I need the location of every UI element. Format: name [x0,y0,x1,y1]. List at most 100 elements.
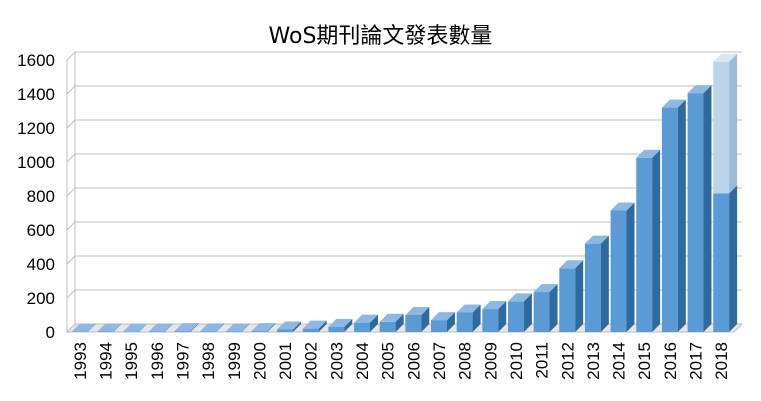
bar-front [661,107,678,332]
projected-bar-front [713,61,730,194]
bar-front [687,93,704,333]
bar-front [507,301,524,332]
x-tick-label: 2015 [635,342,654,380]
bar-top [507,293,532,302]
x-tick-label: 2001 [276,342,295,380]
y-tick-label: 200 [27,289,55,308]
x-tick-label: 2017 [687,342,706,380]
x-tick-label: 2016 [661,342,680,380]
bar-top [302,320,327,329]
gridline-depth [66,51,76,61]
bar-top [456,304,481,313]
x-tick-label: 2012 [558,342,577,380]
bar-side [369,314,378,332]
bar-top [533,284,558,293]
x-tick-label: 2014 [610,342,629,380]
bar-side [113,323,122,332]
bar-side [472,304,481,332]
bar-front [533,292,550,332]
x-tick-label: 1998 [199,342,218,380]
bar-side [318,320,327,332]
bar-side [139,323,148,332]
bar-top [661,99,686,108]
x-tick-label: 1996 [148,342,167,380]
bar-side [652,149,661,332]
x-tick-label: 1995 [122,342,141,380]
bar-front [456,312,473,332]
bar-side [87,323,96,332]
bar-side [421,307,430,332]
bar-top [431,312,455,321]
y-tick-label: 1200 [17,119,55,138]
gridline-depth [66,221,76,231]
bar-top [405,307,430,315]
bar-front [610,210,627,332]
x-tick-label: 2011 [533,342,552,379]
bar-front [225,331,242,332]
y-tick-label: 600 [27,221,55,240]
bars [71,53,738,333]
x-tick-label: 2009 [481,342,500,380]
y-tick-label: 400 [27,255,55,274]
x-tick-label: 2018 [712,342,731,380]
gridline-depth [66,153,76,163]
bar [713,193,730,332]
bar-top [559,260,584,269]
bar-top [277,321,302,330]
bar-top [482,301,507,310]
bar-top [174,323,199,332]
bar-front [97,331,114,332]
bar-side [164,323,173,332]
y-tick-label: 800 [27,187,55,206]
x-tick-label: 2002 [302,342,321,380]
gridline-depth [66,255,76,265]
gridline-depth [66,323,76,333]
bar-side [703,85,712,333]
bar-side [677,99,686,332]
x-tick-label: 1999 [225,342,244,380]
bar-front [482,309,499,332]
bar-front [148,331,165,332]
bar-side [498,301,507,332]
x-tick-label: 1997 [173,342,192,380]
bar-front [277,329,294,332]
y-tick-label: 1400 [17,85,55,104]
bar-side [267,323,276,332]
x-tick-label: 2004 [353,342,372,380]
bar-side [729,185,738,332]
bar-side [293,321,302,332]
bar-top [584,235,609,244]
bar-top [687,85,712,94]
x-tick-label: 2003 [327,342,346,380]
y-axis-ticks: 0 200 400 600 800 1000 1200 1400 1600 [17,51,55,342]
bar-front [174,331,191,332]
y-tick-label: 0 [46,323,55,342]
gridline-depth [66,289,76,299]
bar-top [200,323,225,332]
bar-front [405,315,422,332]
bar-front [200,331,217,332]
bar-top [123,323,148,332]
bar-side [523,293,532,332]
x-tick-label: 2010 [507,342,526,380]
bar-side [216,323,225,332]
bar-side [575,260,584,332]
x-tick-label: 1993 [71,342,90,380]
x-tick-label: 1994 [96,342,115,380]
bar-side [395,313,404,332]
x-tick-label: 2006 [404,342,423,380]
bar-front [431,320,447,332]
x-tick-label: 2000 [250,342,269,380]
x-tick-label: 2013 [584,342,603,380]
bar-front [379,321,396,332]
bar-top [97,323,122,332]
bar-front [354,322,370,332]
bar-top [148,323,173,332]
x-tick-label: 2005 [379,342,398,380]
bar-top [610,202,635,211]
bar-front [251,331,268,332]
x-tick-label: 2008 [456,342,475,380]
y-tick-label: 1600 [17,51,55,70]
bar-top [225,323,250,332]
